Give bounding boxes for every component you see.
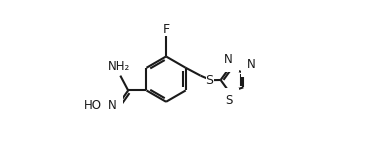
Text: S: S	[226, 94, 233, 107]
Text: HO: HO	[84, 99, 102, 112]
Text: N: N	[247, 58, 255, 71]
Text: S: S	[206, 74, 214, 87]
Text: N: N	[224, 53, 233, 66]
Text: N: N	[108, 99, 117, 112]
Text: NH₂: NH₂	[108, 60, 130, 73]
Text: F: F	[163, 22, 170, 35]
